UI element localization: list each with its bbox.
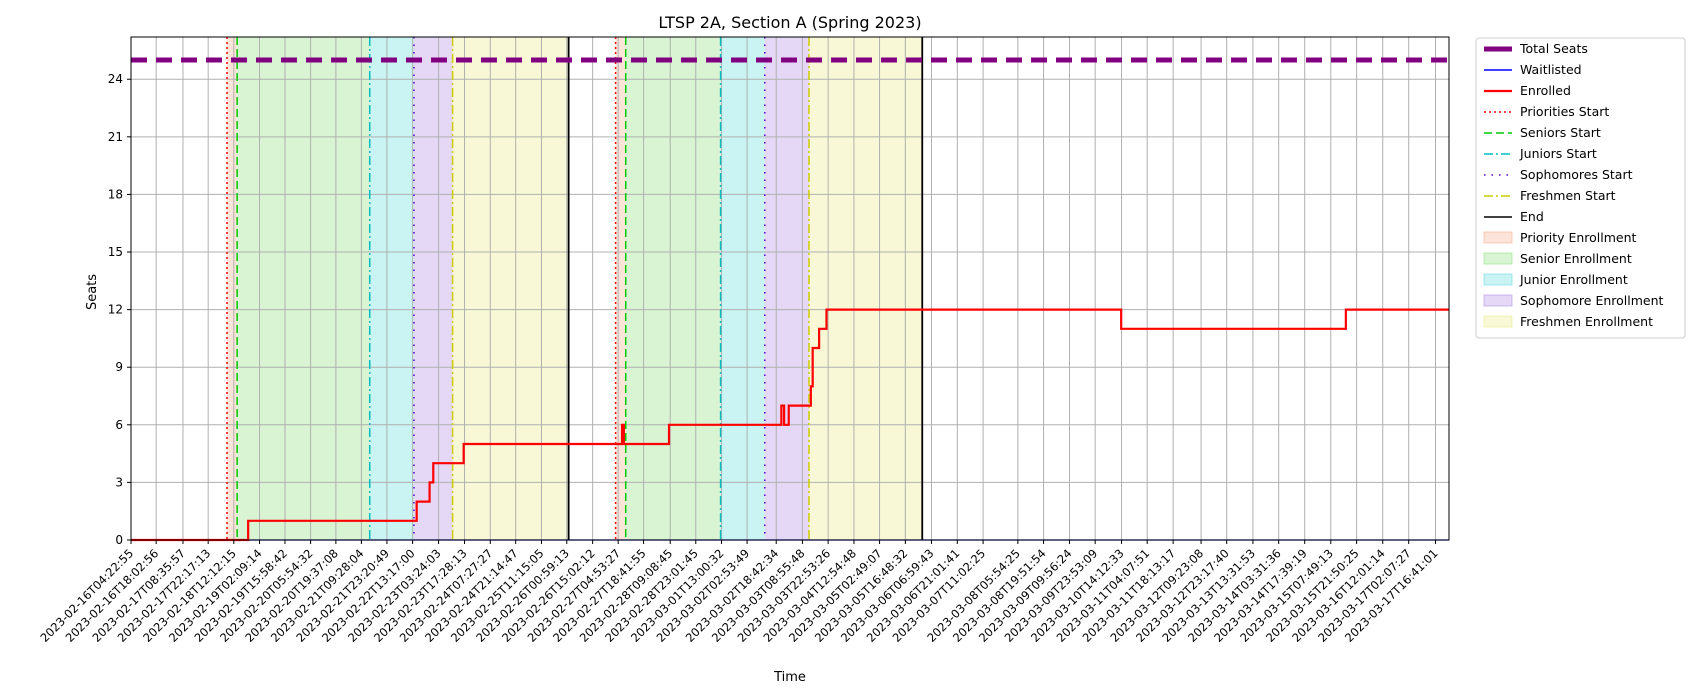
legend-label-0: Total Seats — [1519, 41, 1588, 56]
y-tick-label-5: 15 — [108, 245, 123, 259]
region-3-span-0 — [413, 37, 453, 540]
y-tick-label-2: 6 — [115, 418, 123, 432]
region-2-span-1 — [720, 37, 765, 540]
region-0-span-1 — [615, 37, 626, 540]
legend-swatch-11 — [1483, 273, 1513, 286]
legend-label-1: Waitlisted — [1520, 62, 1582, 77]
series-line-2 — [131, 308, 1449, 542]
legend-swatch-13 — [1483, 315, 1513, 328]
chart-title: LTSP 2A, Section A (Spring 2023) — [658, 13, 921, 32]
legend-label-11: Junior Enrollment — [1519, 272, 1628, 287]
legend-label-10: Senior Enrollment — [1520, 251, 1632, 266]
plot-frame — [130, 36, 1450, 541]
legend-label-3: Priorities Start — [1520, 104, 1609, 119]
region-4-span-0 — [452, 37, 569, 540]
legend-box — [1475, 37, 1686, 339]
y-tick-label-4: 12 — [108, 303, 123, 317]
legend-swatch-10 — [1483, 252, 1513, 265]
legend-label-4: Seniors Start — [1520, 125, 1601, 140]
legend-label-8: End — [1520, 209, 1544, 224]
y-tick-label-6: 18 — [108, 187, 123, 201]
legend-swatch-9 — [1483, 231, 1513, 244]
legend-label-12: Sophomore Enrollment — [1520, 293, 1664, 308]
y-tick-label-1: 3 — [115, 475, 123, 489]
legend-label-7: Freshmen Start — [1520, 188, 1616, 203]
y-tick-label-0: 0 — [115, 533, 123, 547]
legend-label-13: Freshmen Enrollment — [1520, 314, 1653, 329]
region-0-span-0 — [226, 37, 238, 540]
region-2-span-0 — [369, 37, 414, 540]
legend-label-2: Enrolled — [1520, 83, 1571, 98]
legend-label-5: Juniors Start — [1519, 146, 1597, 161]
region-1-span-1 — [625, 37, 721, 540]
region-3-span-1 — [764, 37, 809, 540]
y-tick-label-7: 21 — [108, 130, 123, 144]
legend-label-9: Priority Enrollment — [1520, 230, 1637, 245]
region-1-span-0 — [237, 37, 370, 540]
x-axis-label: Time — [773, 670, 806, 685]
legend-swatch-12 — [1483, 294, 1513, 307]
y-tick-label-8: 24 — [108, 72, 123, 86]
y-tick-label-3: 9 — [115, 360, 123, 374]
y-axis-label: Seats — [85, 274, 100, 310]
legend-label-6: Sophomores Start — [1520, 167, 1633, 182]
